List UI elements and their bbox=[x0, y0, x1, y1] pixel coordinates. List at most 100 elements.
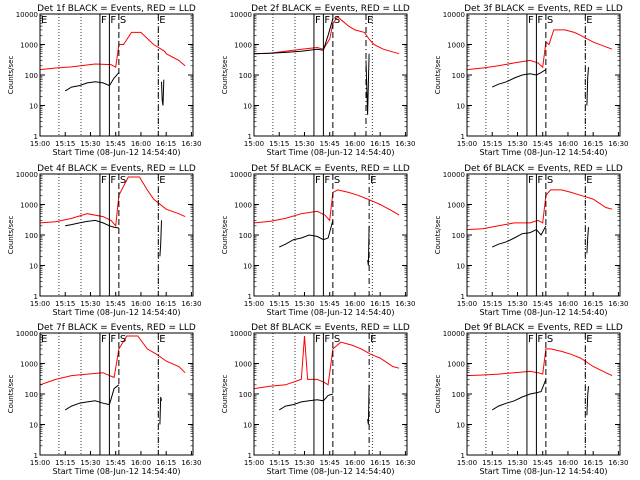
x-tick-label: 15:15 bbox=[482, 140, 502, 148]
lld-series-line bbox=[253, 189, 400, 224]
y-tick-label: 1 bbox=[248, 293, 252, 301]
x-tick-label: 16:30 bbox=[181, 300, 201, 308]
marker-label: F bbox=[315, 175, 321, 186]
y-tick-label: 10000 bbox=[443, 11, 465, 19]
y-tick-label: 10 bbox=[243, 263, 252, 271]
x-tick-label: 16:00 bbox=[558, 140, 578, 148]
events-series-line bbox=[278, 393, 334, 411]
x-tick-label: 15:00 bbox=[457, 300, 477, 308]
x-tick-label: 15:30 bbox=[80, 300, 100, 308]
y-axis-label: Counts/sec bbox=[434, 56, 442, 95]
marker-label: S bbox=[120, 175, 126, 186]
y-tick-label: 100 bbox=[452, 232, 465, 240]
x-tick-label: 16:00 bbox=[558, 459, 578, 467]
x-tick-label: 16:15 bbox=[156, 300, 176, 308]
x-tick-label: 15:15 bbox=[482, 459, 502, 467]
y-tick-label: 1000 bbox=[234, 202, 252, 210]
marker-label: E bbox=[41, 15, 47, 26]
x-tick-label: 16:30 bbox=[181, 140, 201, 148]
marker-label: E bbox=[367, 15, 373, 26]
y-tick-label: 1000 bbox=[20, 202, 38, 210]
y-tick-label: 100 bbox=[452, 72, 465, 80]
marker-label: E bbox=[586, 15, 592, 26]
y-tick-label: 100 bbox=[239, 391, 252, 399]
y-tick-label: 10000 bbox=[230, 330, 252, 338]
y-tick-label: 1000 bbox=[447, 42, 465, 50]
events-series-line bbox=[278, 220, 334, 248]
y-tick-label: 10000 bbox=[230, 11, 252, 19]
y-tick-label: 1000 bbox=[447, 202, 465, 210]
marker-label: F bbox=[528, 15, 534, 26]
plot-frame bbox=[253, 332, 408, 456]
x-tick-label: 16:00 bbox=[345, 140, 365, 148]
x-tick-label: 16:15 bbox=[583, 300, 603, 308]
plot-frame bbox=[39, 173, 194, 297]
marker-label: F bbox=[537, 334, 543, 345]
marker-label: F bbox=[324, 175, 330, 186]
x-tick-label: 15:15 bbox=[269, 459, 289, 467]
x-tick-label: 16:00 bbox=[131, 140, 151, 148]
marker-label: E bbox=[159, 15, 165, 26]
panel-title: Det 2f BLACK = Events, RED = LLD bbox=[251, 4, 410, 14]
x-tick-label: 15:45 bbox=[320, 459, 340, 467]
y-axis-label: Counts/sec bbox=[434, 375, 442, 414]
x-tick-label: 16:30 bbox=[608, 300, 628, 308]
y-tick-label: 10 bbox=[29, 263, 38, 271]
marker-label: S bbox=[334, 175, 340, 186]
plot-frame bbox=[253, 13, 408, 137]
y-tick-label: 1000 bbox=[20, 42, 38, 50]
y-tick-label: 10000 bbox=[230, 171, 252, 179]
lld-series-line bbox=[466, 348, 613, 377]
x-tick-label: 15:15 bbox=[55, 459, 75, 467]
x-tick-label: 16:00 bbox=[131, 300, 151, 308]
x-tick-label: 15:00 bbox=[30, 459, 50, 467]
y-tick-label: 100 bbox=[239, 232, 252, 240]
events-series-line bbox=[491, 379, 547, 411]
x-tick-label: 15:45 bbox=[106, 140, 126, 148]
marker-label: F bbox=[324, 334, 330, 345]
x-tick-label: 15:00 bbox=[244, 459, 264, 467]
x-tick-label: 15:30 bbox=[80, 459, 100, 467]
panel-title: Det 1f BLACK = Events, RED = LLD bbox=[37, 4, 196, 14]
x-axis-label: Start Time (08-Jun-12 14:54:40) bbox=[53, 467, 181, 476]
x-tick-label: 16:15 bbox=[370, 459, 390, 467]
x-axis-label: Start Time (08-Jun-12 14:54:40) bbox=[267, 308, 395, 317]
marker-label: E bbox=[159, 175, 165, 186]
marker-label: F bbox=[101, 175, 107, 186]
x-tick-label: 15:15 bbox=[269, 300, 289, 308]
y-tick-label: 1 bbox=[461, 452, 465, 460]
events-series-line bbox=[64, 72, 120, 92]
y-tick-label: 100 bbox=[25, 232, 38, 240]
x-tick-label: 16:00 bbox=[345, 459, 365, 467]
events-series-line bbox=[491, 69, 547, 88]
marker-label: E bbox=[586, 334, 592, 345]
x-tick-label: 15:00 bbox=[30, 300, 50, 308]
x-tick-label: 15:45 bbox=[533, 300, 553, 308]
marker-label: S bbox=[547, 175, 553, 186]
y-tick-label: 1 bbox=[461, 293, 465, 301]
marker-label: F bbox=[537, 175, 543, 186]
plot-frame bbox=[466, 173, 621, 297]
plot-frame bbox=[466, 13, 621, 137]
y-tick-label: 1 bbox=[248, 452, 252, 460]
y-tick-label: 1 bbox=[461, 133, 465, 141]
x-axis-label: Start Time (08-Jun-12 14:54:40) bbox=[53, 148, 181, 157]
x-tick-label: 16:30 bbox=[181, 459, 201, 467]
panel-title: Det 3f BLACK = Events, RED = LLD bbox=[464, 4, 623, 14]
y-tick-label: 1000 bbox=[234, 361, 252, 369]
x-tick-label: 15:45 bbox=[533, 140, 553, 148]
lld-series-line bbox=[39, 31, 186, 71]
y-axis-label: Counts/sec bbox=[221, 375, 229, 414]
marker-label: F bbox=[315, 15, 321, 26]
y-tick-label: 10 bbox=[29, 422, 38, 430]
marker-label: F bbox=[315, 334, 321, 345]
marker-label: F bbox=[528, 175, 534, 186]
y-tick-label: 100 bbox=[25, 391, 38, 399]
